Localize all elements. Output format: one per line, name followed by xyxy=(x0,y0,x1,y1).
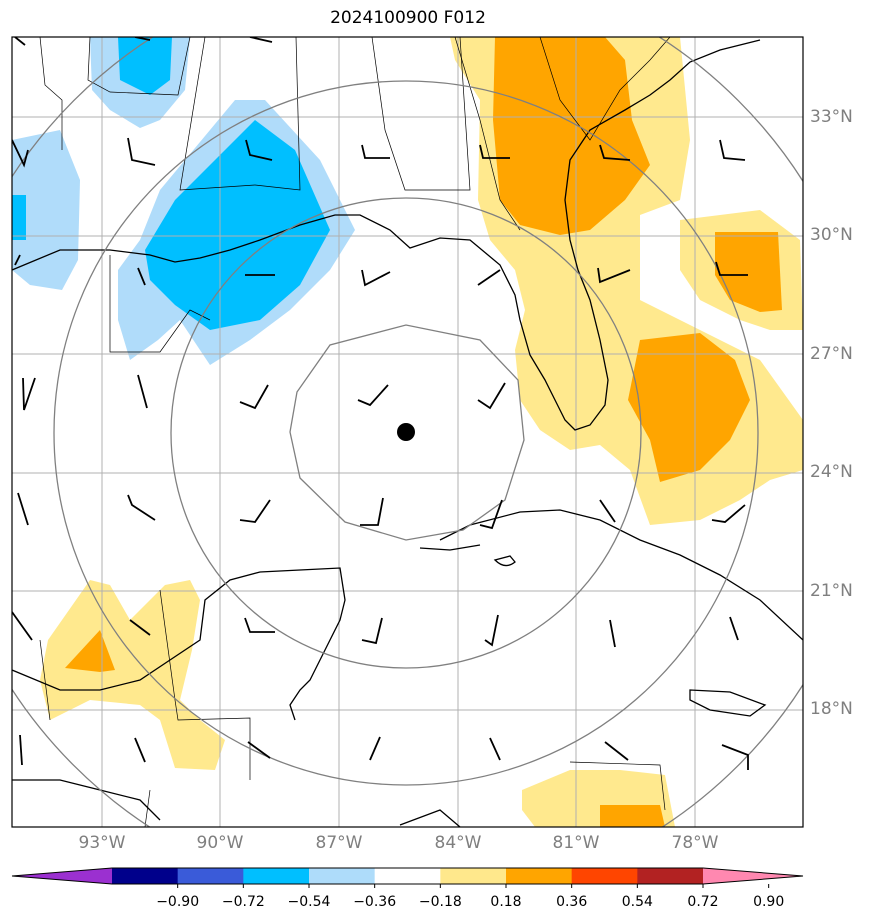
positive-core-bahamas xyxy=(628,333,750,482)
negative-region-edge xyxy=(12,195,26,240)
lat-label-18n: 18°N xyxy=(810,699,853,719)
colorbar-segment xyxy=(374,868,441,884)
colorbar-segment xyxy=(506,868,573,884)
colorbar-outline xyxy=(11,867,804,885)
positive-region-southwest xyxy=(40,580,225,770)
range-ring-2 xyxy=(170,197,642,669)
negative-region-gulf-core xyxy=(145,120,330,330)
colorbar-tick-label: 0.36 xyxy=(556,894,588,910)
colorbar-tick-label: −0.72 xyxy=(221,894,265,910)
map-title: 2024100900 F012 xyxy=(330,8,486,28)
lon-label-87w: 87°W xyxy=(315,833,363,853)
lat-label-33n: 33°N xyxy=(810,107,853,127)
map-frame xyxy=(11,36,804,828)
colorbar-tick-label: −0.54 xyxy=(287,894,331,910)
lat-label-30n: 30°N xyxy=(810,225,853,245)
wind-barbs xyxy=(12,37,749,770)
grid-lines xyxy=(12,37,803,827)
lat-label-21n: 21°N xyxy=(810,581,853,601)
colorbar-segment xyxy=(637,868,704,884)
colorbar-tick-label: −0.90 xyxy=(156,894,200,910)
colorbar-tick-label: −0.36 xyxy=(353,894,397,910)
colorbar xyxy=(11,867,804,888)
lat-label-24n: 24°N xyxy=(810,462,853,482)
lat-label-27n: 27°N xyxy=(810,344,853,364)
storm-center-dot xyxy=(397,423,415,441)
lon-label-78w: 78°W xyxy=(671,833,719,853)
range-rings xyxy=(12,37,803,827)
colorbar-tick-label: −0.18 xyxy=(418,894,462,910)
colorbar-tick-label: 0.54 xyxy=(621,894,653,910)
colorbar-extend-low xyxy=(12,868,112,884)
lon-label-84w: 84°W xyxy=(434,833,482,853)
positive-core-east xyxy=(715,232,782,312)
shaded-field xyxy=(12,37,803,827)
colorbar-tick-label: 0.18 xyxy=(490,894,522,910)
lon-label-90w: 90°W xyxy=(196,833,244,853)
positive-core-north xyxy=(493,37,650,235)
colorbar-segment xyxy=(309,868,376,884)
colorbar-segment xyxy=(243,868,310,884)
positive-core-southeast xyxy=(600,805,665,827)
borders xyxy=(39,37,671,827)
colorbar-segment xyxy=(571,868,638,884)
lon-label-93w: 93°W xyxy=(78,833,126,853)
colorbar-segment xyxy=(440,868,507,884)
range-ring-3 xyxy=(53,80,759,786)
colorbar-segment xyxy=(177,868,244,884)
colorbar-tick-label: 0.90 xyxy=(753,894,785,910)
lon-label-81w: 81°W xyxy=(552,833,600,853)
colorbar-tick-label: 0.72 xyxy=(687,894,719,910)
colorbar-segment xyxy=(112,868,179,884)
range-ring-1 xyxy=(289,324,525,541)
colorbar-extend-high xyxy=(703,868,803,884)
